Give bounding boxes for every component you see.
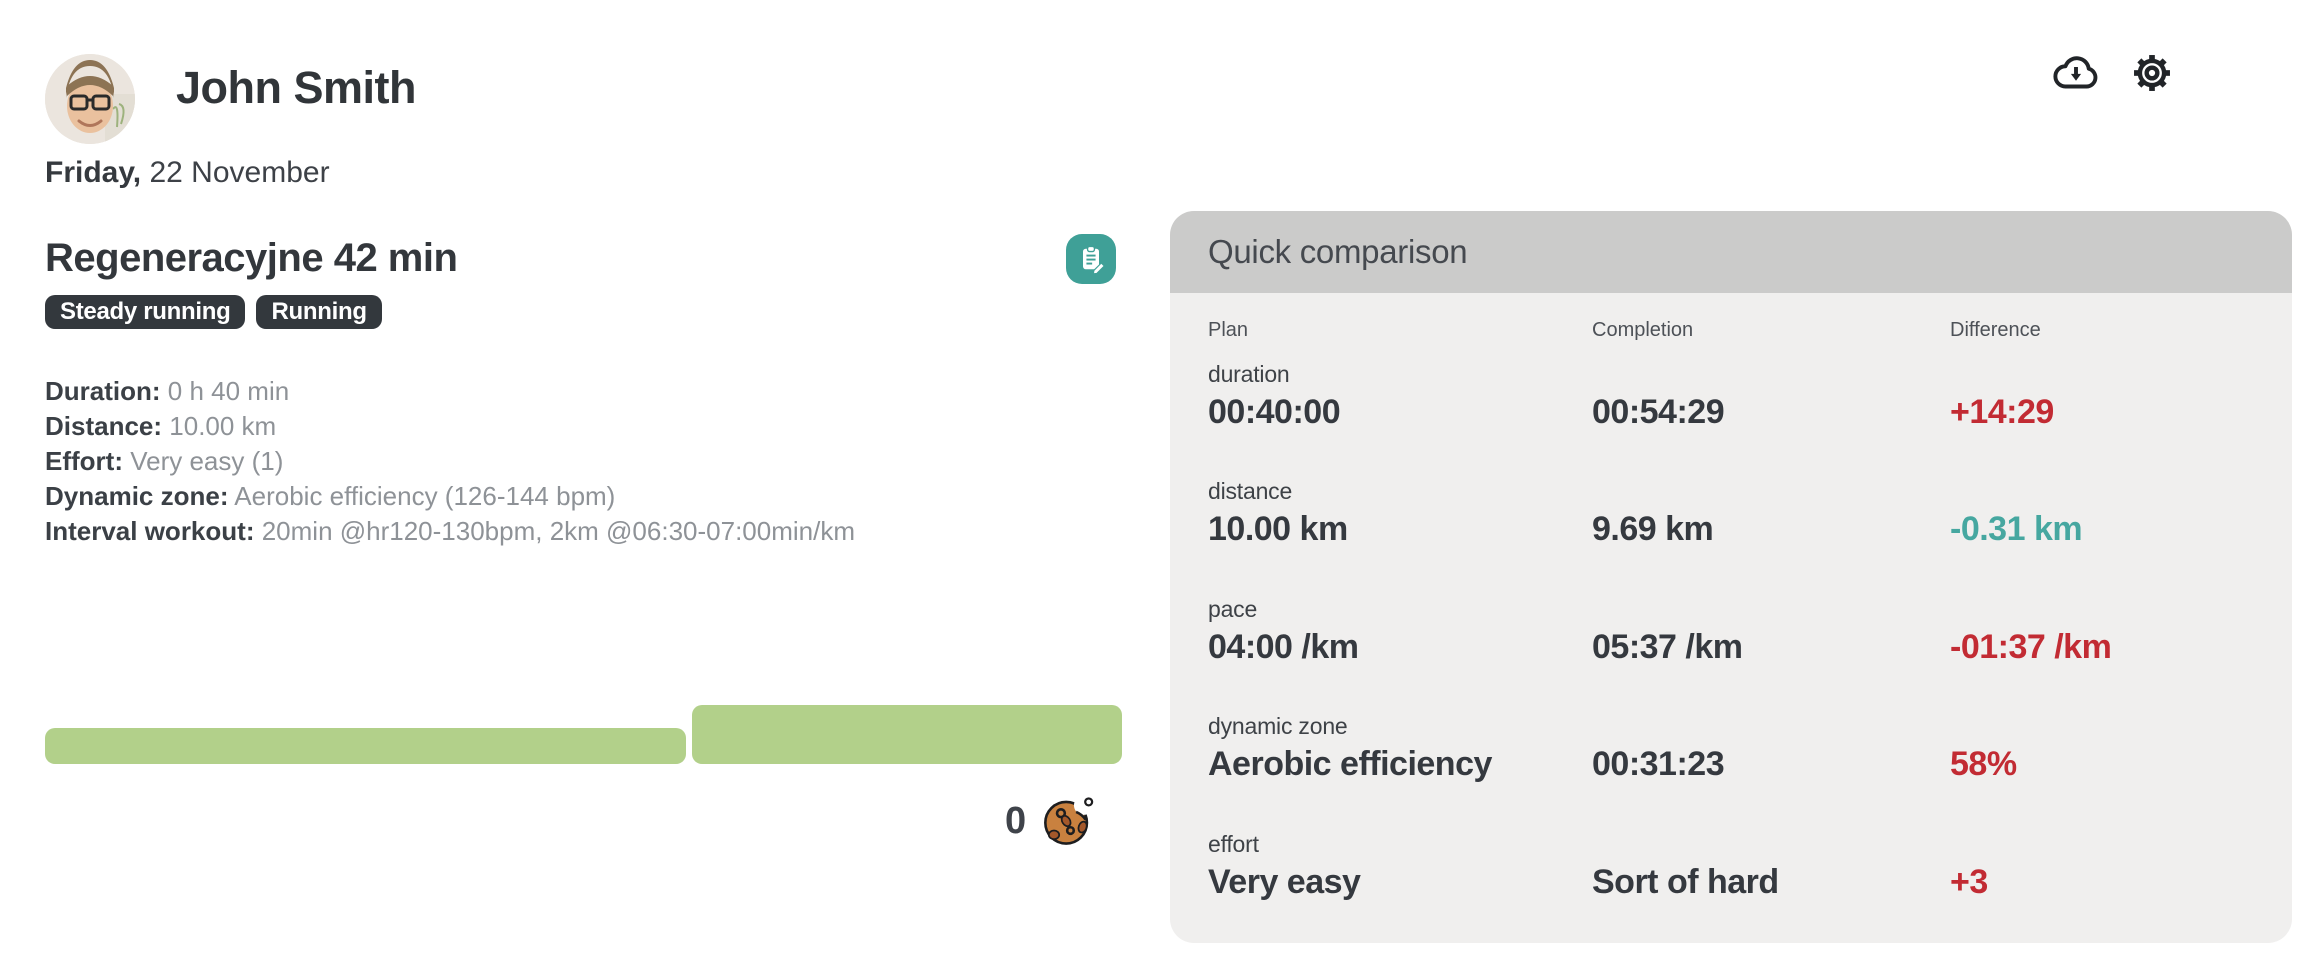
comparison-row-effort: effort Very easy Sort of hard +3 xyxy=(1208,831,2262,902)
difference-value: +3 xyxy=(1950,863,1988,901)
detail-label: Dynamic zone: xyxy=(45,481,229,511)
column-header-difference: Difference xyxy=(1950,319,2041,341)
detail-value: Aerobic efficiency (126-144 bpm) xyxy=(228,481,616,511)
column-header-plan: Plan xyxy=(1208,319,1249,341)
tag-steady-running: Steady running xyxy=(45,295,246,329)
comparison-row-pace: pace 04:00 /km 05:37 /km -01:37 /km xyxy=(1208,596,2262,667)
detail-dynamic-zone: Dynamic zone: Aerobic efficiency (126-14… xyxy=(45,479,855,514)
difference-value: 58% xyxy=(1950,745,2017,783)
detail-value: 20min @hr120-130bpm, 2km @06:30-07:00min… xyxy=(254,516,855,546)
detail-value: 10.00 km xyxy=(162,411,277,441)
detail-label: Distance: xyxy=(45,411,163,441)
workout-notes-button[interactable] xyxy=(1066,234,1116,284)
row-label: distance xyxy=(1208,478,1293,504)
detail-interval-workout: Interval workout: 20min @hr120-130bpm, 2… xyxy=(45,514,855,549)
row-label: duration xyxy=(1208,361,1290,387)
cloud-download-button[interactable] xyxy=(2052,50,2100,96)
cookie-counter: 0 xyxy=(1005,795,1094,847)
detail-label: Duration: xyxy=(45,376,161,406)
plan-value: 00:40:00 xyxy=(1208,393,1341,431)
row-label: effort xyxy=(1208,831,1259,857)
plan-value: Very easy xyxy=(1208,863,1361,901)
detail-value: Very easy (1) xyxy=(122,446,284,476)
tag-running: Running xyxy=(256,295,382,329)
difference-value: -0.31 km xyxy=(1950,510,2083,548)
column-header-completion: Completion xyxy=(1592,319,1694,341)
user-name: John Smith xyxy=(176,62,417,113)
gear-icon xyxy=(2134,55,2170,91)
plan-value: Aerobic efficiency xyxy=(1208,745,1492,783)
quick-comparison-header: Quick comparison xyxy=(1170,211,2292,293)
date: Friday, 22 November xyxy=(45,156,330,190)
detail-duration: Duration: 0 h 40 min xyxy=(45,374,855,409)
detail-distance: Distance: 10.00 km xyxy=(45,409,855,444)
completion-value: 05:37 /km xyxy=(1592,628,1743,666)
quick-comparison-title: Quick comparison xyxy=(1208,233,1468,270)
avatar-photo xyxy=(45,54,135,144)
workout-details: Duration: 0 h 40 min Distance: 10.00 km … xyxy=(45,374,855,549)
detail-value: 0 h 40 min xyxy=(160,376,290,406)
comparison-row-duration: duration 00:40:00 00:54:29 +14:29 xyxy=(1208,361,2262,432)
detail-label: Interval workout: xyxy=(45,516,255,546)
plan-value: 04:00 /km xyxy=(1208,628,1359,666)
row-label: dynamic zone xyxy=(1208,713,1348,739)
interval-bar-segment-1 xyxy=(45,728,686,764)
quick-comparison-panel: Quick comparison Plan Completion Differe… xyxy=(1170,211,2292,943)
cookie-icon xyxy=(1044,795,1094,845)
settings-button[interactable] xyxy=(2128,50,2176,96)
completion-value: 00:31:23 xyxy=(1592,745,1725,783)
completion-value: 9.69 km xyxy=(1592,510,1714,548)
avatar[interactable] xyxy=(45,54,135,144)
row-label: pace xyxy=(1208,596,1258,622)
difference-value: +14:29 xyxy=(1950,393,2054,431)
workout-tags: Steady running Running xyxy=(45,295,382,329)
header-actions xyxy=(2052,50,2176,96)
workout-title: Regeneracyjne 42 min xyxy=(45,236,458,280)
detail-effort: Effort: Very easy (1) xyxy=(45,444,855,479)
completion-value: 00:54:29 xyxy=(1592,393,1725,431)
comparison-column-headers: Plan Completion Difference xyxy=(1208,319,2262,342)
completion-value: Sort of hard xyxy=(1592,863,1779,901)
cookie-count: 0 xyxy=(1005,799,1027,842)
clipboard-edit-icon xyxy=(1083,245,1106,275)
interval-bar-segment-2 xyxy=(692,705,1122,764)
date-weekday: Friday, xyxy=(45,156,142,189)
date-rest: 22 November xyxy=(141,156,330,189)
comparison-row-dynamic-zone: dynamic zone Aerobic efficiency 00:31:23… xyxy=(1208,713,2262,784)
cloud-download-icon xyxy=(2053,56,2098,89)
plan-value: 10.00 km xyxy=(1208,510,1348,548)
comparison-row-distance: distance 10.00 km 9.69 km -0.31 km xyxy=(1208,478,2262,549)
difference-value: -01:37 /km xyxy=(1950,628,2112,666)
detail-label: Effort: xyxy=(45,446,123,476)
